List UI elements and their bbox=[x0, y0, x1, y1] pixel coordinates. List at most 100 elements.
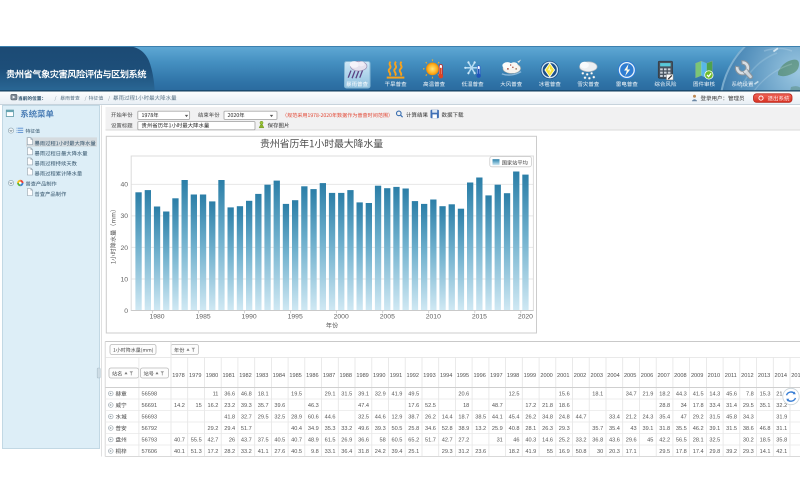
svg-text:39.3: 39.3 bbox=[241, 403, 252, 409]
svg-text:30: 30 bbox=[597, 449, 603, 455]
svg-text:18.6: 18.6 bbox=[559, 403, 570, 409]
svg-text:40.7: 40.7 bbox=[291, 438, 302, 444]
svg-text:2009: 2009 bbox=[691, 373, 703, 379]
svg-text:21.3: 21.3 bbox=[776, 392, 787, 398]
svg-text:17.2: 17.2 bbox=[208, 449, 219, 455]
svg-text:2008: 2008 bbox=[674, 373, 686, 379]
svg-text:17.4: 17.4 bbox=[693, 449, 704, 455]
svg-text:35.1: 35.1 bbox=[760, 403, 771, 409]
svg-text:55: 55 bbox=[547, 449, 553, 455]
svg-text:30: 30 bbox=[120, 213, 128, 220]
svg-text:35.5: 35.5 bbox=[676, 426, 687, 432]
svg-text:1997: 1997 bbox=[490, 373, 502, 379]
svg-text:1978: 1978 bbox=[172, 373, 184, 379]
svg-text:51.3: 51.3 bbox=[191, 449, 202, 455]
svg-text:51.7: 51.7 bbox=[241, 426, 252, 432]
svg-text:1990: 1990 bbox=[373, 373, 385, 379]
svg-text:49.5: 49.5 bbox=[408, 392, 419, 398]
svg-text:29.2: 29.2 bbox=[693, 415, 704, 421]
svg-text:17.8: 17.8 bbox=[693, 403, 704, 409]
svg-text:25.8: 25.8 bbox=[408, 426, 419, 432]
svg-text:1984: 1984 bbox=[273, 373, 285, 379]
svg-text:14.1: 14.1 bbox=[760, 449, 771, 455]
svg-text:61.5: 61.5 bbox=[325, 438, 336, 444]
svg-text:14.3: 14.3 bbox=[709, 392, 720, 398]
svg-text:17.8: 17.8 bbox=[676, 449, 687, 455]
svg-text:29.5: 29.5 bbox=[743, 403, 754, 409]
svg-text:2010: 2010 bbox=[426, 314, 441, 321]
svg-text:38.7: 38.7 bbox=[408, 415, 419, 421]
svg-text:29.4: 29.4 bbox=[224, 426, 235, 432]
svg-text:32.5: 32.5 bbox=[358, 415, 369, 421]
svg-text:20: 20 bbox=[120, 245, 128, 252]
svg-text:2013: 2013 bbox=[758, 373, 770, 379]
svg-text:46.8: 46.8 bbox=[760, 426, 771, 432]
svg-text:33.2: 33.2 bbox=[241, 449, 252, 455]
svg-text:1980: 1980 bbox=[149, 314, 164, 321]
svg-text:1998: 1998 bbox=[507, 373, 519, 379]
svg-text:44.6: 44.6 bbox=[375, 415, 386, 421]
svg-text:1991: 1991 bbox=[390, 373, 402, 379]
svg-text:43.7: 43.7 bbox=[241, 438, 252, 444]
svg-text:1988: 1988 bbox=[340, 373, 352, 379]
svg-text:32.5: 32.5 bbox=[274, 415, 285, 421]
svg-text:2010: 2010 bbox=[708, 373, 720, 379]
svg-text:13.2: 13.2 bbox=[475, 426, 486, 432]
svg-text:15.3: 15.3 bbox=[760, 392, 771, 398]
svg-text:31.2: 31.2 bbox=[458, 449, 469, 455]
svg-text:2007: 2007 bbox=[657, 373, 669, 379]
svg-text:40: 40 bbox=[120, 182, 128, 189]
svg-text:34.8: 34.8 bbox=[542, 415, 553, 421]
svg-text:39.6: 39.6 bbox=[274, 403, 285, 409]
svg-text:34.9: 34.9 bbox=[308, 426, 319, 432]
svg-text:2020: 2020 bbox=[518, 314, 533, 321]
svg-text:2005: 2005 bbox=[624, 373, 636, 379]
svg-text:1987: 1987 bbox=[323, 373, 335, 379]
svg-text:35.7: 35.7 bbox=[258, 403, 269, 409]
svg-text:14.2: 14.2 bbox=[174, 403, 185, 409]
svg-text:2000: 2000 bbox=[540, 373, 552, 379]
svg-text:32.9: 32.9 bbox=[375, 392, 386, 398]
svg-text:1994: 1994 bbox=[440, 373, 452, 379]
svg-text:18.2: 18.2 bbox=[509, 449, 520, 455]
svg-text:38.5: 38.5 bbox=[475, 415, 486, 421]
svg-text:34.6: 34.6 bbox=[425, 426, 436, 432]
svg-text:18: 18 bbox=[463, 403, 469, 409]
svg-text:1989: 1989 bbox=[356, 373, 368, 379]
svg-text:45.8: 45.8 bbox=[726, 415, 737, 421]
svg-text:19.5: 19.5 bbox=[291, 392, 302, 398]
svg-text:42.7: 42.7 bbox=[442, 438, 453, 444]
svg-text:35.7: 35.7 bbox=[592, 426, 603, 432]
svg-text:10: 10 bbox=[120, 276, 128, 283]
svg-text:33.4: 33.4 bbox=[709, 403, 720, 409]
svg-text:14.6: 14.6 bbox=[542, 438, 553, 444]
svg-text:1995: 1995 bbox=[288, 314, 303, 321]
svg-text:56793: 56793 bbox=[142, 438, 158, 444]
svg-text:12.9: 12.9 bbox=[392, 415, 403, 421]
svg-text:29.6: 29.6 bbox=[626, 438, 637, 444]
svg-text:32.7: 32.7 bbox=[241, 415, 252, 421]
svg-text:31.1: 31.1 bbox=[776, 426, 787, 432]
svg-text:36.4: 36.4 bbox=[341, 449, 352, 455]
svg-text:7.8: 7.8 bbox=[746, 392, 754, 398]
svg-text:41.1: 41.1 bbox=[258, 449, 269, 455]
svg-text:47.4: 47.4 bbox=[358, 403, 369, 409]
svg-text:56792: 56792 bbox=[142, 426, 158, 432]
svg-text:45.4: 45.4 bbox=[509, 415, 520, 421]
svg-text:44.3: 44.3 bbox=[676, 392, 687, 398]
svg-text:18.2: 18.2 bbox=[659, 392, 670, 398]
svg-text:33.1: 33.1 bbox=[325, 449, 336, 455]
svg-text:56598: 56598 bbox=[142, 392, 158, 398]
svg-text:48.7: 48.7 bbox=[492, 403, 503, 409]
svg-text:31.8: 31.8 bbox=[358, 449, 369, 455]
svg-text:31.5: 31.5 bbox=[709, 415, 720, 421]
svg-text:1983: 1983 bbox=[256, 373, 268, 379]
svg-text:2015: 2015 bbox=[791, 373, 800, 379]
svg-text:26.9: 26.9 bbox=[341, 438, 352, 444]
svg-text:27.6: 27.6 bbox=[274, 449, 285, 455]
svg-text:50.8: 50.8 bbox=[576, 449, 587, 455]
svg-text:1995: 1995 bbox=[457, 373, 469, 379]
svg-text:40.3: 40.3 bbox=[525, 438, 536, 444]
svg-text:29.5: 29.5 bbox=[659, 449, 670, 455]
svg-text:44.6: 44.6 bbox=[325, 415, 336, 421]
